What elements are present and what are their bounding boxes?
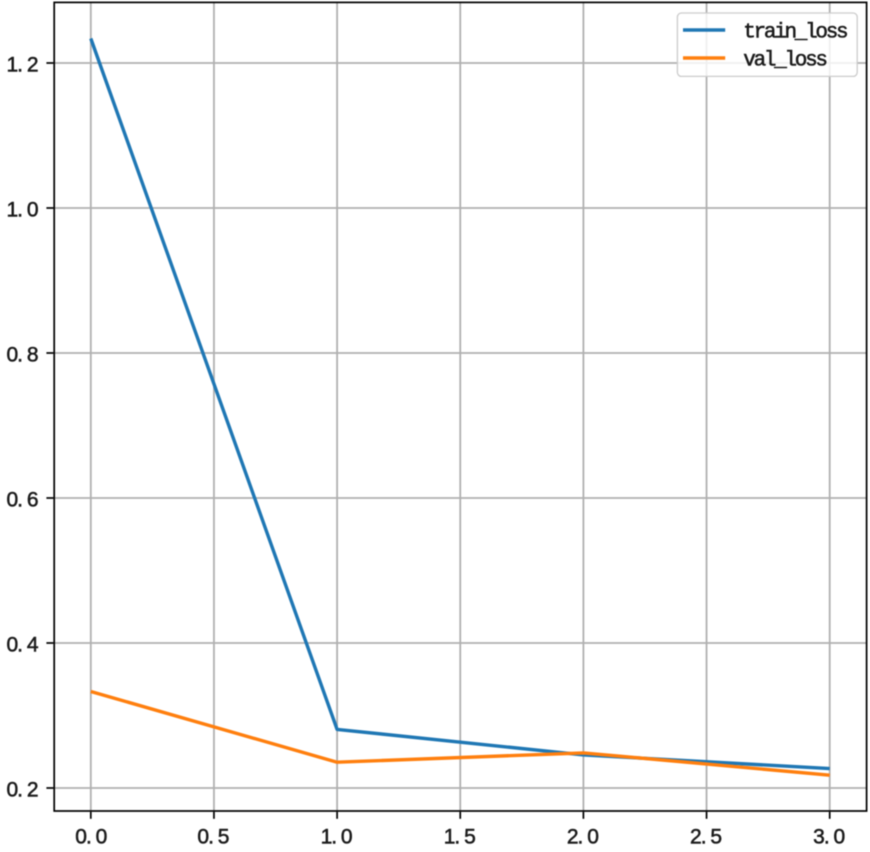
svg-text:2. 5: 2. 5 — [690, 826, 721, 849]
svg-text:val_loss: val_loss — [743, 50, 826, 73]
svg-text:0. 2: 0. 2 — [6, 778, 37, 801]
svg-text:3. 0: 3. 0 — [813, 826, 844, 849]
svg-text:train_loss: train_loss — [743, 22, 847, 45]
svg-text:1. 0: 1. 0 — [321, 826, 352, 849]
svg-text:0. 0: 0. 0 — [75, 826, 106, 849]
svg-text:1. 5: 1. 5 — [444, 826, 475, 849]
svg-text:1. 2: 1. 2 — [6, 53, 37, 76]
svg-text:0. 8: 0. 8 — [6, 343, 37, 366]
svg-text:0. 5: 0. 5 — [197, 826, 228, 849]
svg-text:0. 6: 0. 6 — [6, 488, 37, 511]
svg-text:2. 0: 2. 0 — [567, 826, 598, 849]
svg-text:0. 4: 0. 4 — [6, 633, 38, 656]
svg-text:1. 0: 1. 0 — [6, 198, 37, 221]
